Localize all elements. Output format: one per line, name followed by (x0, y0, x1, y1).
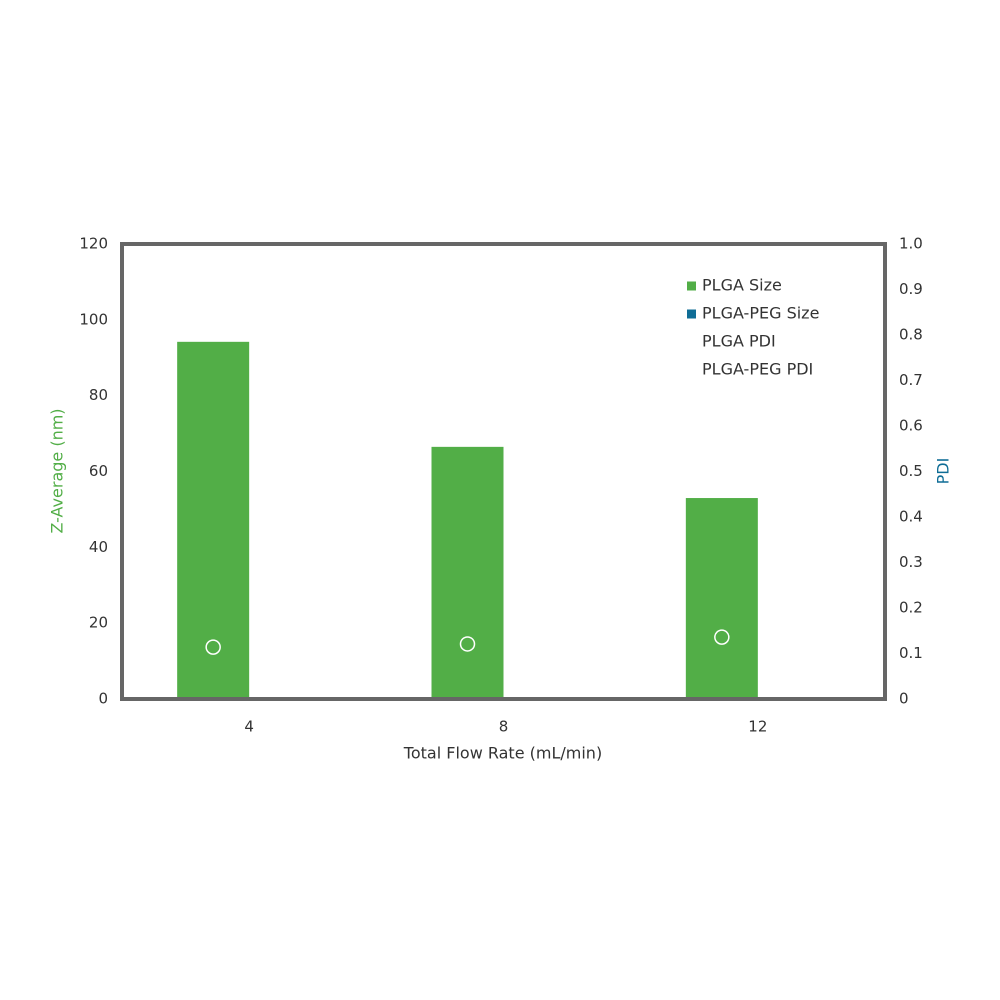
y2-tick-label: 0.6 (899, 417, 923, 435)
x-tick-label: 8 (499, 718, 509, 736)
y2-tick-label: 0.7 (899, 371, 923, 389)
y2-tick-label: 0.2 (899, 599, 923, 617)
y2-tick-label: 0 (899, 690, 909, 708)
point (205, 639, 221, 655)
y-tick-label: 100 (79, 310, 108, 328)
y-tick-label: 0 (98, 690, 108, 708)
legend-label: PLGA-PEG PDI (702, 360, 813, 379)
legend-marker (687, 337, 696, 347)
x-tick-label: 12 (748, 718, 767, 736)
y2-tick-label: 1.0 (899, 235, 923, 253)
legend-marker (687, 309, 696, 319)
y2-axis-label: PDI (934, 458, 953, 485)
bar (685, 498, 758, 699)
y2-tick-label: 0.4 (899, 508, 923, 526)
y2-tick-label: 0.1 (899, 644, 923, 662)
legend-label: PLGA-PEG Size (702, 304, 819, 323)
x-tick-label: 4 (244, 718, 254, 736)
y-tick-label: 80 (89, 386, 108, 404)
y2-tick-label: 0.8 (899, 326, 923, 344)
legend-marker (687, 281, 696, 291)
y-tick-label: 20 (89, 614, 108, 632)
y-tick-label: 120 (79, 235, 108, 253)
y-tick-label: 40 (89, 538, 108, 556)
legend-label: PLGA Size (702, 276, 782, 295)
y-tick-label: 60 (89, 462, 108, 480)
plot-frame (120, 242, 887, 701)
x-axis-label: Total Flow Rate (mL/min) (403, 744, 602, 763)
y2-tick-label: 0.3 (899, 553, 923, 571)
point (714, 629, 730, 645)
bar (431, 446, 504, 699)
legend-label: PLGA PDI (702, 332, 776, 351)
legend-marker (687, 365, 696, 375)
y2-tick-label: 0.9 (899, 280, 923, 298)
bar (177, 341, 250, 699)
y2-tick-label: 0.5 (899, 462, 923, 480)
point (459, 636, 476, 652)
y-axis-label: Z-Average (nm) (48, 408, 67, 533)
